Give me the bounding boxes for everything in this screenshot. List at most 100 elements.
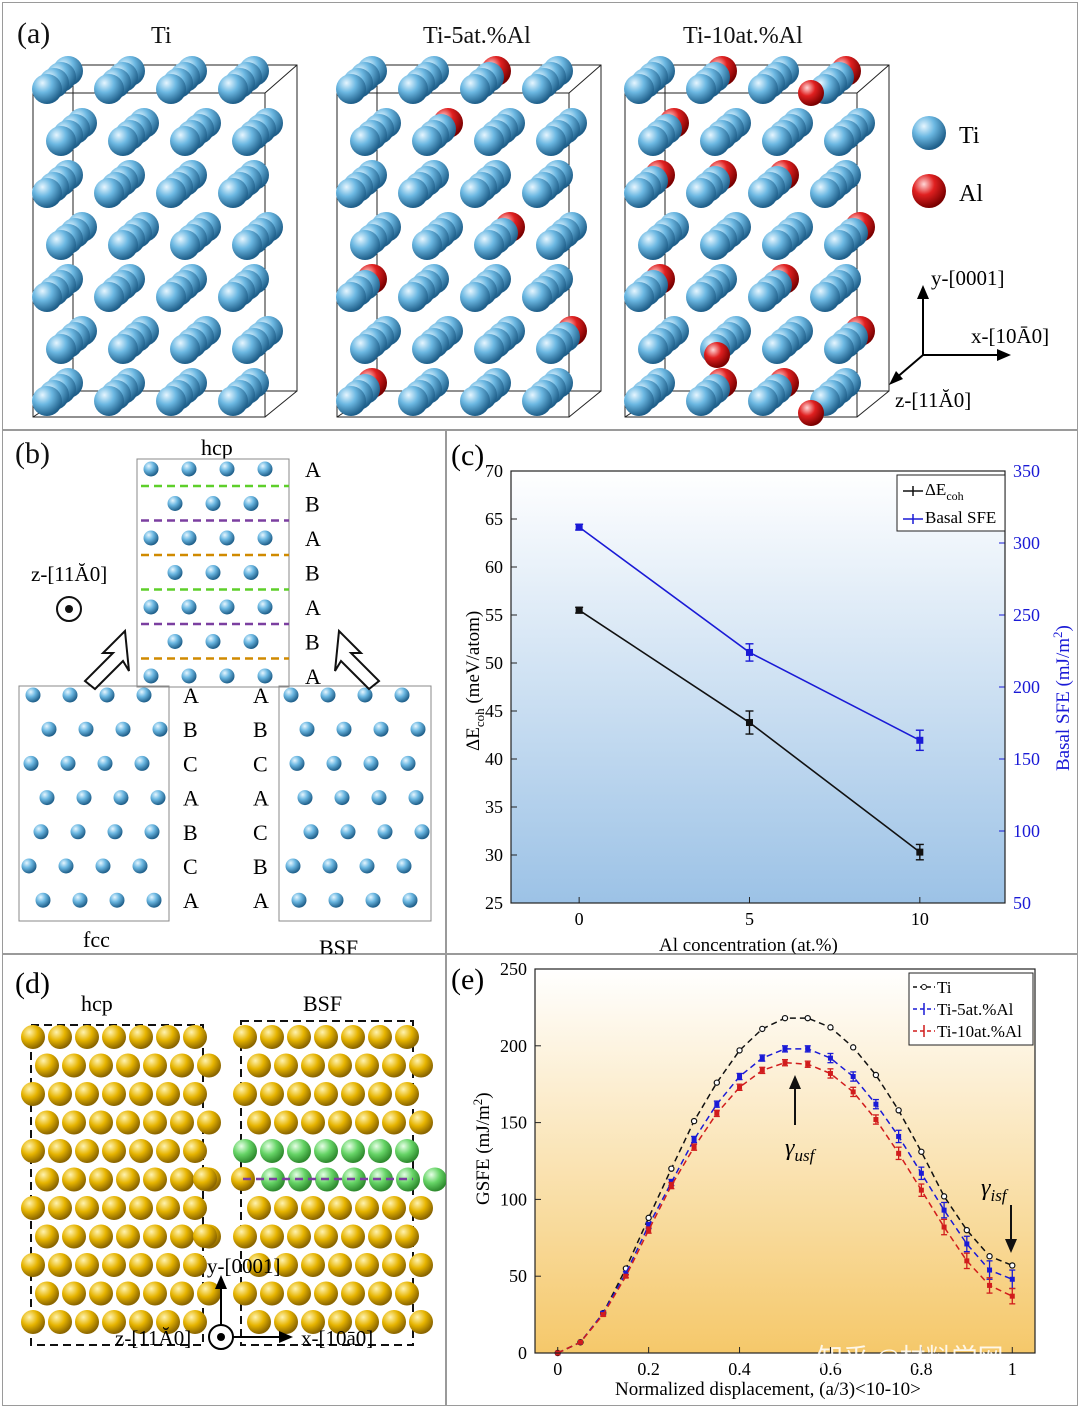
c-point <box>575 606 583 614</box>
stack-atom <box>328 892 344 908</box>
au-atom <box>156 1139 180 1163</box>
stack-atom <box>136 687 152 703</box>
au-atom <box>247 1053 271 1078</box>
au-atom <box>368 1025 392 1049</box>
au-atom <box>233 1224 257 1249</box>
e-point <box>646 1223 652 1229</box>
fault-atom <box>233 1139 257 1163</box>
ti-atom <box>218 74 248 104</box>
ti-atom <box>336 74 366 104</box>
panel-e-label: (e) <box>451 963 484 996</box>
panel-c-label: (c) <box>451 439 484 472</box>
au-atom <box>21 1082 45 1106</box>
au-atom <box>21 1139 45 1163</box>
au-atom <box>129 1025 153 1049</box>
ti-atom <box>156 282 186 312</box>
au-atom <box>35 1167 59 1192</box>
au-atom <box>129 1139 153 1163</box>
au-atom <box>102 1196 126 1220</box>
hcp-stack-letter: A <box>305 457 321 482</box>
stack-atom <box>72 892 88 908</box>
au-atom <box>62 1281 86 1306</box>
al-atom <box>704 342 730 368</box>
e-point <box>964 1258 970 1264</box>
au-atom <box>183 1082 207 1106</box>
au-atom <box>116 1281 140 1306</box>
au-atom <box>21 1196 45 1220</box>
annotation-gamma-isf: γisf <box>981 1175 1009 1205</box>
ti-atom <box>762 334 792 364</box>
stack-atom <box>150 790 166 806</box>
e-point <box>895 1107 902 1114</box>
au-atom <box>382 1310 406 1334</box>
au-atom <box>328 1253 352 1277</box>
au-atom <box>116 1224 140 1249</box>
hcp-atom <box>205 634 221 649</box>
au-atom <box>197 1281 221 1306</box>
au-atom <box>35 1110 59 1135</box>
c-ylabel-right: Basal SFE (mJ/m2) <box>1050 625 1074 771</box>
stack-atom <box>115 721 131 737</box>
e-point <box>827 1070 833 1076</box>
au-atom <box>274 1053 298 1078</box>
fault-atom <box>423 1167 447 1192</box>
au-atom <box>156 1196 180 1220</box>
au-atom <box>183 1310 207 1334</box>
au-atom <box>341 1025 365 1049</box>
ti-atom <box>218 178 248 208</box>
e-ytick: 200 <box>500 1036 527 1056</box>
e-xtick: 0.4 <box>728 1359 751 1379</box>
au-atom <box>197 1053 221 1078</box>
e-point <box>645 1214 652 1222</box>
e-point <box>1009 1293 1015 1299</box>
ti-atom <box>522 178 552 208</box>
axis-y-label-d: y-[0001] <box>207 1254 280 1278</box>
stack-letter: A <box>183 683 199 708</box>
au-atom <box>328 1196 352 1220</box>
ti-atom <box>398 386 428 416</box>
bsf-title-d: BSF <box>303 991 342 1016</box>
au-atom <box>355 1110 379 1135</box>
hcp-atom <box>167 496 183 511</box>
stack-atom <box>58 858 74 874</box>
ti-atom <box>336 178 366 208</box>
ti-atom <box>686 282 716 312</box>
e-point <box>600 1312 606 1318</box>
stack-atom <box>21 858 37 874</box>
au-atom <box>287 1025 311 1049</box>
ti-atom <box>398 282 428 312</box>
stack-letter: A <box>253 786 269 811</box>
au-atom <box>328 1310 352 1334</box>
au-atom <box>355 1053 379 1078</box>
fault-atom <box>341 1139 365 1163</box>
ti-atom <box>46 230 76 260</box>
stack-atom <box>410 721 426 737</box>
au-atom <box>260 1281 284 1306</box>
ti-atom <box>686 386 716 416</box>
hcp-atom <box>181 461 197 477</box>
c-ytick-left: 40 <box>485 749 503 769</box>
stack-atom <box>402 892 418 908</box>
hcp-atom <box>257 461 273 477</box>
panel-a: (a) Ti Ti-5at.%Al Ti-10at.%Al Ti Al y-[0… <box>2 2 1078 430</box>
panel-a-title-ti: Ti <box>151 23 172 49</box>
arrow-to-fcc <box>83 628 130 691</box>
au-atom <box>35 1281 59 1306</box>
panel-d-label: (d) <box>15 967 50 1000</box>
stack-atom <box>39 790 55 806</box>
ti-atom <box>624 178 654 208</box>
ti-atom <box>536 126 566 156</box>
axis-z-label-a: z-[11Ă0] <box>895 388 971 412</box>
panel-b-label: (b) <box>15 437 50 470</box>
au-atom <box>395 1082 419 1106</box>
au-atom <box>368 1281 392 1306</box>
stack-atom <box>76 790 92 806</box>
legend-e-ti5: Ti-5at.%Al <box>937 1000 1014 1019</box>
au-atom <box>301 1196 325 1220</box>
au-atom <box>129 1082 153 1106</box>
au-atom <box>274 1110 298 1135</box>
stack-atom <box>78 721 94 737</box>
stack-atom <box>113 790 129 806</box>
c-point <box>916 736 924 744</box>
c-ytick-left: 25 <box>485 893 503 913</box>
